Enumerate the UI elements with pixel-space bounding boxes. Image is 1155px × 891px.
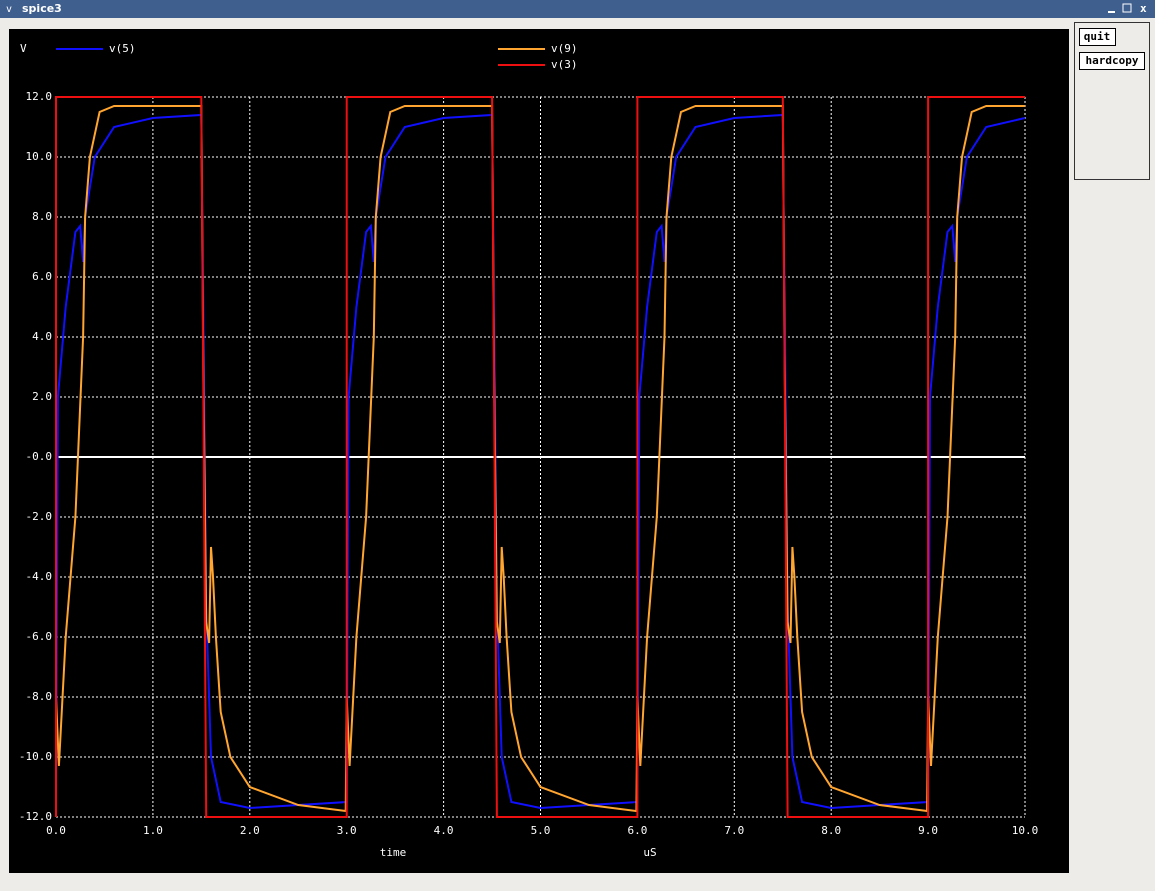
x-tick-label: 6.0	[627, 824, 647, 837]
x-tick-label: 9.0	[918, 824, 938, 837]
x-tick-label: 2.0	[240, 824, 260, 837]
x-tick-label: 1.0	[143, 824, 163, 837]
plot-area	[9, 29, 1069, 873]
hardcopy-label[interactable]: hardcopy	[1086, 54, 1139, 67]
series-line	[55, 96, 1025, 818]
x-tick-label: 4.0	[434, 824, 454, 837]
y-tick-label: 6.0	[32, 270, 52, 283]
x-tick-label: 3.0	[337, 824, 357, 837]
y-tick-label: 2.0	[32, 390, 52, 403]
legend-label: v(5)	[109, 42, 136, 55]
menu-icon[interactable]: v	[6, 4, 12, 15]
y-tick-label: -10.0	[19, 750, 52, 763]
y-tick-label: 4.0	[32, 330, 52, 343]
maximize[interactable]	[1122, 3, 1132, 13]
y-tick-label: -2.0	[26, 510, 53, 523]
title-bar	[0, 0, 1155, 18]
quit-label[interactable]: quit	[1084, 30, 1111, 43]
quit-button[interactable]	[1079, 28, 1116, 46]
y-axis-label: V	[20, 42, 27, 55]
minimize[interactable]	[1108, 11, 1115, 13]
x-axis-unit: uS	[643, 846, 656, 859]
y-tick-label: -6.0	[26, 630, 53, 643]
x-tick-label: 0.0	[46, 824, 66, 837]
y-tick-label: -4.0	[26, 570, 53, 583]
y-tick-label: 12.0	[26, 90, 53, 103]
x-tick-label: 8.0	[821, 824, 841, 837]
button-panel	[1074, 22, 1150, 180]
legend-label: v(3)	[551, 58, 578, 71]
series-line	[55, 105, 1025, 813]
y-tick-label: -12.0	[19, 810, 52, 823]
x-tick-label: 10.0	[1012, 824, 1039, 837]
y-tick-label: -0.0	[26, 450, 53, 463]
y-tick-label: 8.0	[32, 210, 52, 223]
window-title: spice3	[22, 2, 62, 15]
x-axis-label: time	[380, 846, 407, 859]
hardcopy-button[interactable]	[1079, 52, 1145, 70]
legend-label: v(9)	[551, 42, 578, 55]
close[interactable]: x	[1140, 2, 1147, 15]
y-tick-label: 10.0	[26, 150, 53, 163]
x-tick-label: 5.0	[531, 824, 551, 837]
y-tick-label: -8.0	[26, 690, 53, 703]
x-tick-label: 7.0	[724, 824, 744, 837]
